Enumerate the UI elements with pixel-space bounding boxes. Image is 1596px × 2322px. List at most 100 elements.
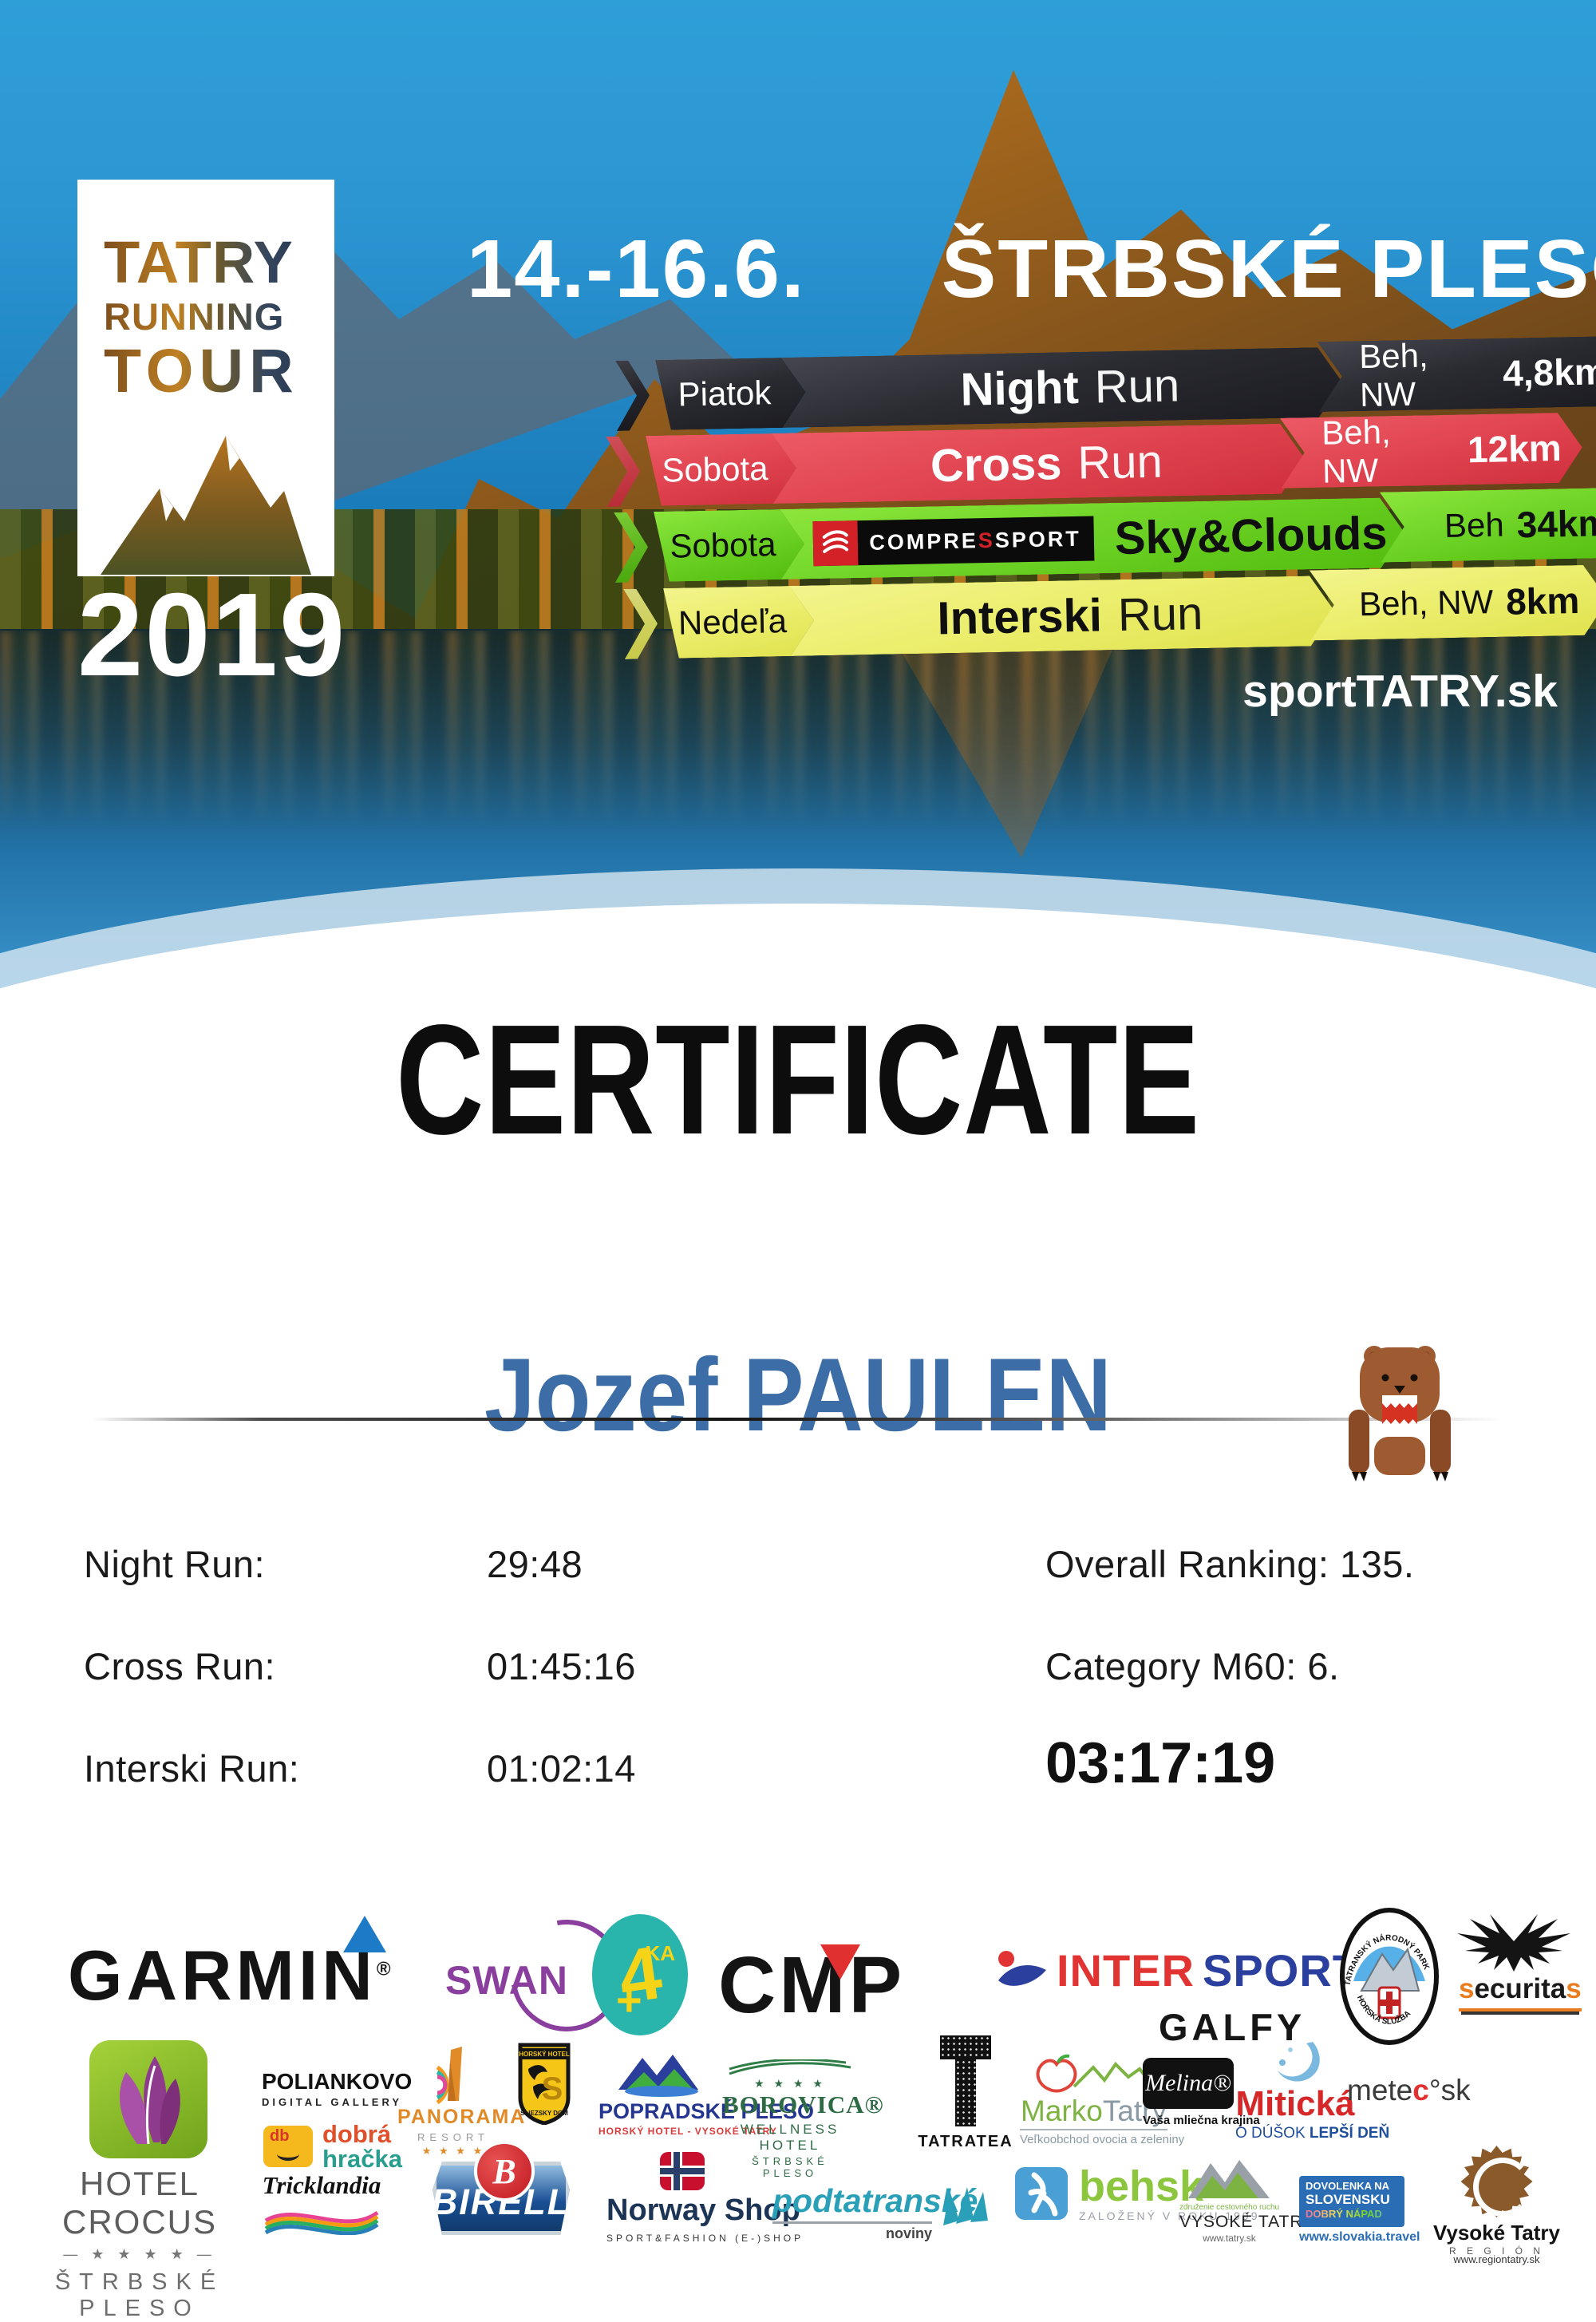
garmin-text: GARMIN	[68, 1936, 377, 2015]
distance-value: 4,8km	[1502, 350, 1596, 394]
garmin-reg: ®	[376, 1958, 395, 1980]
race-name: Interski Run	[789, 576, 1335, 656]
category-label: Category M60:	[1045, 1645, 1297, 1687]
behsk-runner-icon	[1015, 2167, 1068, 2220]
norway-shop-sub: SPORT&FASHION (E-)SHOP	[606, 2233, 804, 2244]
tzcr-sub2: www.tatry.sk	[1203, 2233, 1256, 2244]
meteo-p1: mete	[1347, 2074, 1413, 2106]
distance-value: 34km	[1516, 502, 1596, 546]
distance-value: 12km	[1467, 427, 1562, 471]
marko-n1: Marko	[1021, 2095, 1103, 2127]
behsk-name: behsk	[1079, 2162, 1204, 2210]
podtatranske-name: podtatranské	[772, 2182, 978, 2224]
distance-label: Beh, NW	[1358, 583, 1494, 623]
compressport-icon	[813, 520, 859, 566]
galfy-logo: GALFY	[1159, 2006, 1306, 2048]
norway-shop-name: Norway Shop	[606, 2193, 800, 2227]
4ka-plus: +	[616, 1975, 642, 2025]
panorama-resort-logo: PANORAMA RESORT ★ ★ ★ ★	[397, 2045, 524, 2158]
intersport-sport: SPORT	[1203, 1945, 1361, 1996]
birell-b-icon: B	[474, 2141, 535, 2201]
race-name: Cross Run	[772, 423, 1306, 504]
distance-value: 8km	[1505, 580, 1580, 623]
region-emblem-icon	[1460, 2146, 1533, 2217]
garmin-logo: GARMIN®	[68, 1935, 395, 2016]
borovica-name: BOROVICA®	[722, 2091, 884, 2118]
tricklandia-ribbon-icon	[264, 2210, 379, 2236]
cmp-triangle-icon	[820, 1944, 860, 1980]
tatry-running-tour-logo: TATRY RUNNING TOUR	[104, 233, 313, 402]
sliezsky-dom-crest: HORSKÝ HOTEL S SLIEZSKY DOM	[518, 2043, 571, 2125]
race-distance: Beh 34km	[1380, 487, 1596, 563]
dobra-hracka-icon: db	[263, 2126, 313, 2167]
logo-line-3: TOUR	[104, 341, 313, 402]
sliezsky-s: S	[542, 2071, 563, 2106]
podtatranske-sub: noviny	[885, 2225, 932, 2241]
vysoke-tatry-mountains-icon	[1188, 2160, 1270, 2198]
chevron-icon	[606, 436, 641, 507]
total-time: 03:17:19	[1045, 1731, 1276, 1795]
hotel-crocus-logo: HOTEL CROCUS — ★ ★ ★ ★ — ŠTRBSKÉ PLESO	[28, 2165, 251, 2322]
slovakia-url: www.slovakia.travel	[1299, 2230, 1420, 2244]
tatratea-name: TATRATEA	[918, 2133, 1013, 2150]
birell-b: B	[492, 2151, 516, 2191]
popradske-pleso-icon	[618, 2055, 698, 2097]
norway-flag-icon	[660, 2152, 705, 2190]
vysoke-tatry-zcr-logo: združenie cestovného ruchu VYSOKÉ TATRY …	[1179, 2155, 1315, 2244]
result-value: 01:45:16	[487, 1645, 636, 1687]
hotel-crocus-stars: — ★ ★ ★ ★ —	[63, 2246, 216, 2262]
divider-line	[92, 1418, 1503, 1421]
behsk-logo: behsk ZALOŽENÝ V ROKU 1999	[1015, 2165, 1260, 2222]
result-label: Interski Run:	[84, 1747, 300, 1790]
borovica-sub2: ŠTRBSKÉ PLESO	[752, 2155, 828, 2179]
category-ranking: Category M60: 6.	[1045, 1644, 1340, 1688]
securitas-s1: s	[1459, 1973, 1475, 2004]
race-row-sky-clouds: Sobota COMPRESSPORT Sky&Clouds Beh 34km	[614, 492, 1596, 583]
popradske-pleso-logo: POPRADSKÉ PLESO HORSKÝ HOTEL - VYSOKÉ TA…	[598, 2051, 814, 2137]
bear-icon	[1349, 1346, 1451, 1481]
intersport-icon	[998, 1950, 1046, 1986]
slovakia-l2: SLOVENSKU	[1306, 2192, 1390, 2207]
region-vysoke-tatry-logo: Vysoké Tatry R E G I Ó N www.regiontatry…	[1427, 2146, 1566, 2265]
tatratea-bar	[940, 2035, 991, 2059]
compressport-p3: SPORT	[994, 526, 1082, 552]
event-location: ŠTRBSKÉ PLESO	[941, 223, 1596, 314]
tanap-emblem: TATRANSKÝ NÁRODNÝ PARK HORSKÁ SLUŽBA	[1340, 1908, 1439, 2045]
compressport-p2: S	[978, 528, 996, 552]
chevron-icon	[623, 588, 658, 659]
compressport-logo: COMPRESSPORT	[813, 516, 1095, 566]
panorama-stars: ★ ★ ★ ★	[421, 2145, 485, 2157]
logo-line-1: TATRY	[104, 233, 313, 292]
dobra-hracka-db: db	[270, 2127, 290, 2145]
dobra-hracka-l1: dobrá	[322, 2120, 392, 2148]
meteo-sk-logo: metec°sk	[1347, 2074, 1471, 2107]
distance-label: Beh, NW	[1321, 413, 1392, 490]
securitas-logo: securitas	[1459, 1973, 1582, 2011]
athlete-name: Jozef PAULEN	[484, 1336, 1112, 1453]
securitas-s2: s	[1566, 1973, 1582, 2004]
tzcr-sub1: združenie cestovného ruchu	[1179, 2203, 1280, 2212]
region-name: Vysoké Tatry	[1433, 2221, 1560, 2245]
meteo-p3: °sk	[1428, 2074, 1471, 2106]
tatratea-icon	[940, 2035, 991, 2126]
result-value: 29:48	[487, 1543, 583, 1585]
race-day: Sobota	[646, 433, 797, 506]
category-value: 6.	[1307, 1645, 1340, 1687]
distance-label: Beh, NW	[1358, 336, 1429, 414]
race-name-rest: Run	[1094, 358, 1180, 413]
race-day: Sobota	[654, 508, 805, 582]
logo-mountain-icon	[101, 436, 311, 575]
marko-sub: Veľkoobchod ovocia a zeleniny	[1020, 2129, 1184, 2146]
distance-label: Beh	[1444, 505, 1505, 545]
sliezsky-bottom-text: SLIEZSKY DOM	[520, 2110, 568, 2117]
lake-reflections	[0, 631, 1596, 830]
tzcr-name: VYSOKÉ TATRY	[1179, 2213, 1315, 2231]
miticka-logo: Mitická O DÚŠOK LEPŠÍ DEŇ	[1235, 2034, 1389, 2142]
garmin-triangle-icon	[343, 1916, 386, 1952]
birell-logo: BIRELL B	[433, 2141, 570, 2235]
poliankovo-arcs-icon	[436, 2065, 448, 2105]
race-name-bold: Interski	[936, 589, 1103, 644]
overall-ranking-value: 135.	[1340, 1543, 1415, 1585]
melina-sub: Vaša mliečna krajina	[1143, 2114, 1260, 2127]
event-date-location: 14.-16.6. ŠTRBSKÉ PLESO	[467, 222, 1596, 316]
